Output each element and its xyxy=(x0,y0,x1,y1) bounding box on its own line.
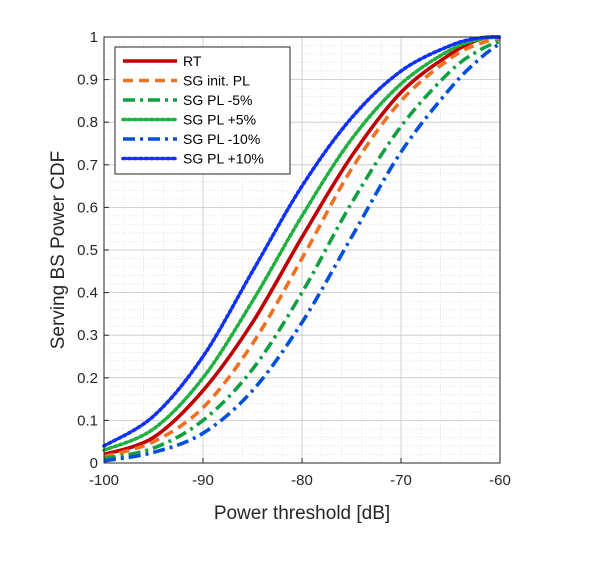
legend-entry-5: SG PL +10% xyxy=(183,151,264,167)
series-line-5 xyxy=(102,35,502,448)
series-line-1 xyxy=(103,37,501,459)
y-axis-label: Serving BS Power CDF xyxy=(48,151,69,350)
y-tick-label: 0.6 xyxy=(77,199,98,216)
y-axis: 0 0.1 0.2 0.3 0.4 0.5 0.6 0.7 0.8 0.9 1 xyxy=(77,29,109,472)
series-line-4 xyxy=(103,41,502,463)
legend-entry-0: RT xyxy=(183,53,202,69)
legend-entry-3: SG PL +5% xyxy=(183,112,256,128)
x-tick-label: -80 xyxy=(291,472,313,489)
y-tick-label: 0.7 xyxy=(77,157,98,174)
x-tick-label: -100 xyxy=(89,472,119,489)
y-tick-label: 0.5 xyxy=(77,242,98,259)
y-tick-label: 0 xyxy=(90,455,98,472)
series-line-2 xyxy=(103,39,501,461)
legend-box xyxy=(114,46,291,175)
y-tick-label: 0.1 xyxy=(77,412,98,429)
legend-entry-4: SG PL -10% xyxy=(183,131,260,147)
series-line-0 xyxy=(103,35,501,457)
y-tick-label: 1 xyxy=(90,29,98,46)
series-line-3 xyxy=(102,35,502,453)
x-tick-label: -70 xyxy=(390,472,412,489)
series-layer xyxy=(102,35,502,463)
y-tick-label: 0.2 xyxy=(77,370,98,387)
legend: RT SG init. PL SG PL -5% SG PL +5% SG PL -10… xyxy=(114,46,291,175)
y-tick-label: 0.9 xyxy=(77,72,98,89)
x-axis: -100 -90 -80 -70 -60 xyxy=(89,458,511,489)
y-tick-label: 0.4 xyxy=(77,285,98,302)
legend-entry-2: SG PL -5% xyxy=(183,92,253,108)
y-tick-label: 0.3 xyxy=(77,327,98,344)
x-tick-label: -60 xyxy=(489,472,511,489)
y-tick-label: 0.8 xyxy=(77,114,98,131)
legend-entry-1: SG init. PL xyxy=(183,73,250,89)
x-axis-label: Power threshold [dB] xyxy=(214,503,390,524)
x-tick-label: -90 xyxy=(192,472,214,489)
